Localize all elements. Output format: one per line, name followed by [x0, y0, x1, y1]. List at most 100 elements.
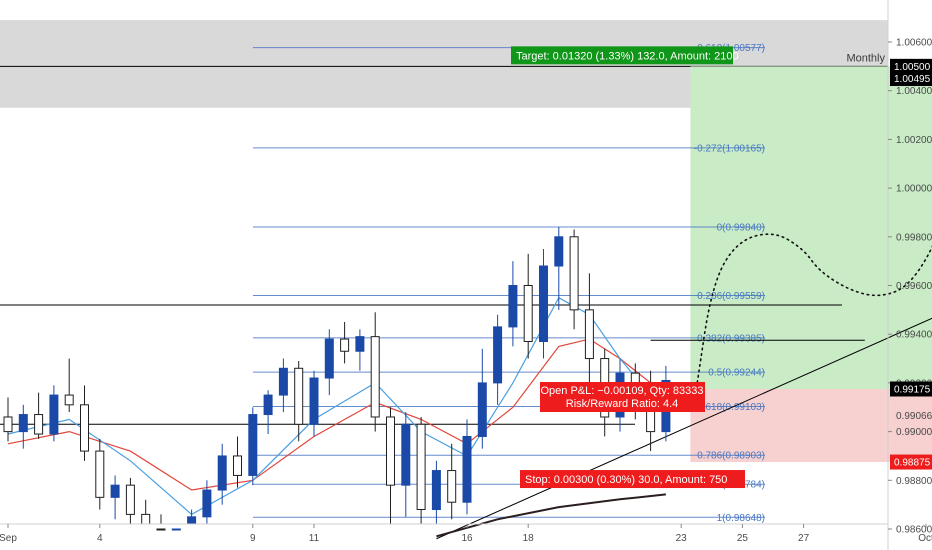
candle: [217, 443, 227, 505]
candle-body: [233, 455, 242, 476]
candle-body: [187, 516, 197, 525]
price-tick-label: 1.00400: [896, 86, 932, 97]
candle-body: [554, 236, 564, 267]
time-tick-label: Sep: [0, 533, 17, 544]
candle-body: [278, 367, 288, 396]
price-tag-box: [890, 58, 932, 74]
price-tick-label: 0.99000: [896, 427, 932, 438]
candle: [324, 329, 334, 396]
stop-label-box: [520, 470, 745, 489]
price-tick-label: 0.99800: [896, 232, 932, 243]
candle: [416, 416, 426, 524]
candle: [202, 480, 212, 524]
candle-body: [141, 513, 151, 525]
candle: [477, 348, 487, 449]
candle-body: [447, 470, 457, 503]
candle: [508, 261, 518, 347]
price-axis[interactable]: 1.00600 1.00400 1.00200 1.00000 0.99800 0.996…: [887, 0, 932, 550]
candle-body: [34, 414, 44, 435]
candle-body: [171, 528, 181, 531]
price-tick-label: 0.99400: [896, 330, 932, 341]
candle-body: [539, 265, 548, 343]
candle: [462, 419, 472, 515]
candle-body: [416, 423, 426, 511]
trendlines[interactable]: [436, 307, 932, 540]
candle-body: [584, 309, 594, 360]
candle: [3, 397, 13, 442]
pnl-label-box: [540, 381, 705, 412]
position-zones[interactable]: [690, 66, 932, 463]
profit-zone[interactable]: [690, 66, 932, 389]
candle-body: [462, 435, 472, 503]
candle-body: [3, 416, 13, 433]
time-tick-label: 18: [523, 533, 535, 544]
candle: [34, 392, 44, 439]
candle: [523, 253, 533, 359]
target-label: Target: 0.01320 (1.33%) 132.0, Amount: 2…: [516, 50, 739, 62]
candle-body: [309, 377, 319, 425]
candle-body: [202, 489, 212, 518]
position-labels[interactable]: Target: 0.01320 (1.33%) 132.0, Amount: 2…: [511, 46, 745, 489]
price-tag-box: [890, 454, 932, 470]
price-tag-box: [890, 381, 932, 397]
fib-label: 0(0.99840): [717, 223, 765, 234]
candle: [554, 227, 564, 310]
candle: [263, 390, 273, 435]
candle-body: [263, 394, 273, 416]
time-tick-label: 11: [309, 533, 320, 544]
open-pnl-label: Open P&L: −0.00109, Qty: 83333: [541, 385, 704, 397]
candle: [95, 438, 105, 510]
price-tick-label: 1.00200: [896, 135, 932, 146]
time-tick-label: 25: [737, 533, 749, 544]
fib-label: 0.786(0.98903): [697, 451, 765, 462]
time-tick-label: 4: [97, 533, 103, 544]
candle: [431, 460, 441, 524]
price-tick-label: 1.00000: [896, 184, 932, 195]
time-tick-label: 9: [250, 533, 256, 544]
candle-body: [248, 414, 258, 476]
price-tick-label: 0.99600: [896, 281, 932, 292]
candle: [386, 407, 395, 524]
fib-label: 1(0.98648): [717, 513, 765, 524]
candle: [80, 385, 89, 461]
time-tick-label: 16: [461, 533, 473, 544]
candle-body: [523, 285, 533, 343]
candle-body: [294, 367, 304, 425]
candle-body: [156, 528, 166, 531]
candle: [18, 404, 28, 449]
candle-body: [324, 338, 334, 379]
fib-label: 0.382(0.99385): [697, 333, 765, 344]
candle: [401, 412, 411, 517]
price-tick-label: 0.98800: [896, 476, 932, 487]
candle-body: [64, 394, 74, 406]
price-tick-label: 1.00600: [896, 38, 932, 49]
projection-dotted-path: [695, 233, 932, 389]
candle-body: [110, 484, 120, 498]
candle-body: [477, 382, 487, 437]
time-tick-label: 27: [798, 533, 810, 544]
target-label-box: [511, 46, 733, 65]
projection-path: [695, 233, 932, 389]
candle-body: [370, 336, 380, 418]
candle: [447, 443, 457, 520]
candle-body: [355, 336, 365, 352]
stop-label: Stop: 0.00300 (0.30%) 30.0, Amount: 750: [525, 474, 727, 486]
time-axis[interactable]: Sep49111618232527Oct379: [0, 523, 932, 544]
candle: [125, 477, 135, 524]
fib-label: 0.236(0.99559): [697, 291, 765, 302]
candle: [248, 407, 258, 486]
candle-body: [340, 338, 350, 352]
price-tag-label: 0.99175: [894, 384, 931, 395]
candle-body: [569, 236, 579, 311]
candle-body: [493, 326, 503, 384]
loss-zone[interactable]: [690, 388, 932, 463]
candle: [370, 312, 380, 432]
rising-trendline[interactable]: [436, 307, 932, 540]
risk-reward-label: Risk/Reward Ratio: 4.4: [566, 398, 679, 410]
price-tag-label: 1.00495: [894, 74, 931, 85]
candle-body: [95, 450, 105, 498]
candle: [278, 358, 288, 413]
time-tick-label: 23: [676, 533, 688, 544]
fib-label: -0.272(1.00165): [694, 143, 765, 154]
